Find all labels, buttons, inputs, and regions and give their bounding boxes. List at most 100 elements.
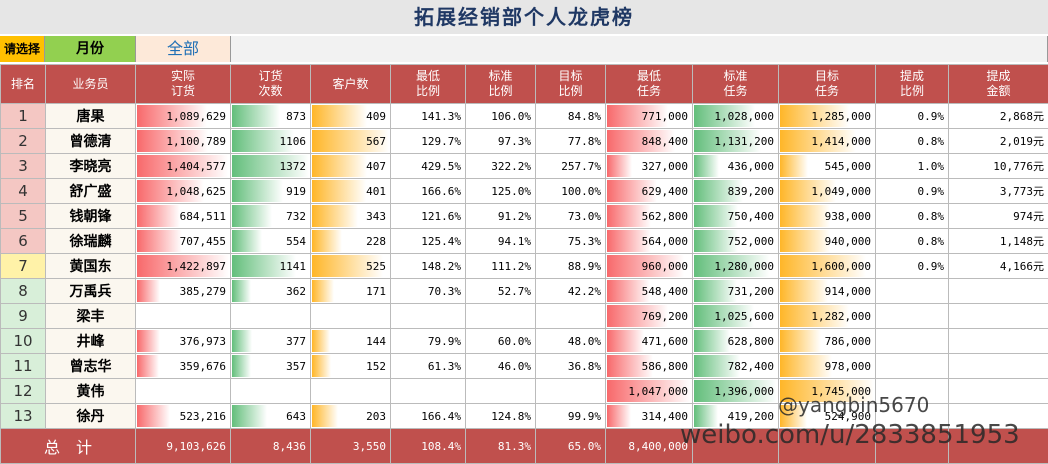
name-cell: 井峰 (46, 329, 136, 354)
cell-text: 974元 (1013, 210, 1044, 223)
cell-text: 525 (366, 260, 386, 273)
cell-text: 52.7% (498, 285, 531, 298)
value-cell: 77.8% (536, 129, 606, 154)
cell-text: 1,028,000 (714, 110, 774, 123)
cell-text: 1,089,629 (166, 110, 226, 123)
cell-text: 401 (366, 185, 386, 198)
cell-text: 0.9% (918, 185, 945, 198)
cell-text: 786,000 (825, 335, 871, 348)
data-bar (232, 330, 252, 352)
cell-text: 357 (286, 360, 306, 373)
value-cell: 436,000 (693, 154, 779, 179)
column-header: 目标 任务 (779, 65, 876, 104)
data-bar (312, 230, 342, 252)
select-value[interactable]: 全部 (136, 36, 231, 62)
value-cell: 111.2% (466, 254, 536, 279)
cell-text: 684,511 (180, 210, 226, 223)
column-header: 标准 任务 (693, 65, 779, 104)
cell-text: 2,868元 (1000, 110, 1044, 123)
data-bar (780, 155, 808, 177)
data-bar (232, 355, 251, 377)
name-cell: 梁丰 (46, 304, 136, 329)
value-cell: 2,019元 (949, 129, 1048, 154)
data-bar (780, 205, 830, 227)
value-cell: 1,089,629 (136, 104, 231, 129)
column-header: 订货 次数 (231, 65, 311, 104)
value-cell: 1,404,577 (136, 154, 231, 179)
value-cell: 974元 (949, 204, 1048, 229)
rank-cell: 4 (1, 179, 46, 204)
value-cell: 1.0% (876, 154, 949, 179)
rank-cell: 1 (1, 104, 46, 129)
value-cell: 0.9% (876, 179, 949, 204)
value-cell (536, 304, 606, 329)
cell-text: 839,200 (728, 185, 774, 198)
cell-text: 1,396,000 (714, 385, 774, 398)
value-cell: 567 (311, 129, 391, 154)
cell-text: 1.0% (918, 160, 945, 173)
cell-text: 554 (286, 235, 306, 248)
value-cell (231, 379, 311, 404)
value-cell: 545,000 (779, 154, 876, 179)
value-cell: 752,000 (693, 229, 779, 254)
value-cell: 1,396,000 (693, 379, 779, 404)
cell-text: 1,282,000 (811, 310, 871, 323)
value-cell: 1,131,200 (693, 129, 779, 154)
data-bar (312, 180, 366, 202)
cell-text: 548,400 (642, 285, 688, 298)
value-cell: 471,600 (606, 329, 693, 354)
cell-text: 166.6% (421, 185, 461, 198)
value-cell: 121.6% (391, 204, 466, 229)
column-header: 最低 任务 (606, 65, 693, 104)
value-cell: 1,025,600 (693, 304, 779, 329)
value-cell: 848,400 (606, 129, 693, 154)
cell-text: 111.2% (491, 260, 531, 273)
name-cell: 徐瑞麟 (46, 229, 136, 254)
cell-text: 42.2% (568, 285, 601, 298)
value-cell: 125.0% (466, 179, 536, 204)
data-bar (137, 355, 159, 377)
value-cell: 1,028,000 (693, 104, 779, 129)
value-cell: 2,868元 (949, 104, 1048, 129)
total-cell: 81.3% (466, 429, 536, 464)
value-cell: 79.9% (391, 329, 466, 354)
cell-text: 3,773元 (1000, 185, 1044, 198)
value-cell: 0.9% (876, 104, 949, 129)
data-bar (607, 330, 644, 352)
cell-text: 1,025,600 (714, 310, 774, 323)
value-cell (466, 379, 536, 404)
value-cell: 10,776元 (949, 154, 1048, 179)
value-cell: 525 (311, 254, 391, 279)
value-cell: 129.7% (391, 129, 466, 154)
cell-text: 771,000 (642, 110, 688, 123)
cell-text: 77.8% (568, 135, 601, 148)
cell-text: 377 (286, 335, 306, 348)
value-cell: 94.1% (466, 229, 536, 254)
cell-text: 564,000 (642, 235, 688, 248)
value-cell: 873 (231, 104, 311, 129)
rank-cell: 8 (1, 279, 46, 304)
name-cell: 黄国东 (46, 254, 136, 279)
data-bar (312, 205, 358, 227)
cell-text: 327,000 (642, 160, 688, 173)
value-cell: 36.8% (536, 354, 606, 379)
data-bar (232, 205, 272, 227)
select-prompt: 请选择 (0, 36, 45, 62)
cell-text: 125.0% (491, 185, 531, 198)
value-cell: 166.4% (391, 404, 466, 429)
cell-text: 0.8% (918, 235, 945, 248)
cell-text: 70.3% (428, 285, 461, 298)
cell-text: 523,216 (180, 410, 226, 423)
cell-text: 257.7% (561, 160, 601, 173)
cell-text: 94.1% (498, 235, 531, 248)
name-cell: 曾德清 (46, 129, 136, 154)
cell-text: 60.0% (498, 335, 531, 348)
